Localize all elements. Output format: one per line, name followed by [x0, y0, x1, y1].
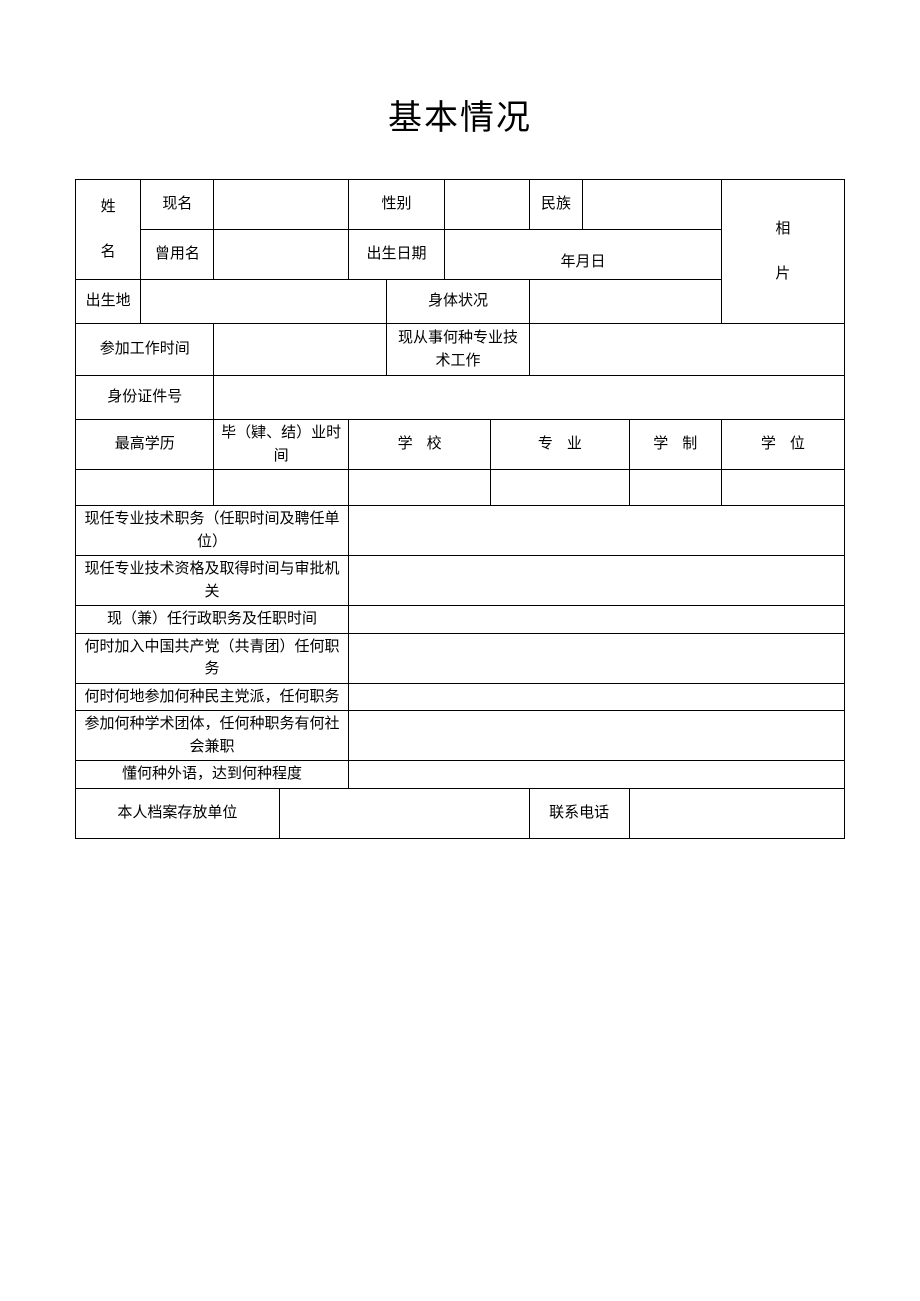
- value-democratic-party[interactable]: [348, 683, 844, 711]
- label-id-number: 身份证件号: [76, 376, 214, 420]
- value-current-position[interactable]: [348, 506, 844, 556]
- label-name: 姓名: [76, 180, 141, 280]
- photo-cell: 相片: [721, 180, 844, 324]
- label-health: 身体状况: [387, 280, 529, 324]
- value-contact-phone[interactable]: [629, 788, 844, 838]
- label-foreign-lang: 懂何种外语，达到何种程度: [76, 761, 349, 789]
- value-admin-position[interactable]: [348, 606, 844, 634]
- value-birth-place[interactable]: [141, 280, 387, 324]
- basic-info-table: 姓名 现名 性别 民族 相片 曾用名 出生日期 年月日 出生地 身体状况: [75, 179, 845, 839]
- label-major: 专业: [491, 420, 629, 470]
- value-grad-time[interactable]: [214, 470, 349, 506]
- value-work-start[interactable]: [214, 324, 387, 376]
- value-former-name[interactable]: [214, 230, 349, 280]
- value-current-qual[interactable]: [348, 556, 844, 606]
- label-current-position: 现任专业技术职务（任职时间及聘任单位）: [76, 506, 349, 556]
- value-system[interactable]: [629, 470, 721, 506]
- value-major[interactable]: [491, 470, 629, 506]
- value-current-work[interactable]: [529, 324, 844, 376]
- page-title: 基本情况: [75, 90, 845, 139]
- value-birth-date[interactable]: 年月日: [445, 230, 722, 280]
- label-birth-date: 出生日期: [348, 230, 444, 280]
- label-party-join: 何时加入中国共产党（共青团）任何职务: [76, 633, 349, 683]
- label-archive-unit: 本人档案存放单位: [76, 788, 280, 838]
- value-ethnicity[interactable]: [583, 180, 721, 230]
- label-highest-edu: 最高学历: [76, 420, 214, 470]
- value-foreign-lang[interactable]: [348, 761, 844, 789]
- label-system: 学制: [629, 420, 721, 470]
- value-id-number[interactable]: [214, 376, 845, 420]
- label-work-start: 参加工作时间: [76, 324, 214, 376]
- value-degree[interactable]: [721, 470, 844, 506]
- value-school[interactable]: [348, 470, 490, 506]
- value-highest-edu[interactable]: [76, 470, 214, 506]
- value-health[interactable]: [529, 280, 721, 324]
- label-admin-position: 现（兼）任行政职务及任职时间: [76, 606, 349, 634]
- label-birth-place: 出生地: [76, 280, 141, 324]
- value-gender[interactable]: [445, 180, 530, 230]
- value-academic-group[interactable]: [348, 711, 844, 761]
- label-school: 学校: [348, 420, 490, 470]
- label-academic-group: 参加何种学术团体，任何种职务有何社会兼职: [76, 711, 349, 761]
- label-ethnicity: 民族: [529, 180, 583, 230]
- label-grad-time: 毕（肄、结）业时间: [214, 420, 349, 470]
- label-current-work: 现从事何种专业技术工作: [387, 324, 529, 376]
- value-archive-unit[interactable]: [279, 788, 529, 838]
- label-former-name: 曾用名: [141, 230, 214, 280]
- label-degree: 学位: [721, 420, 844, 470]
- label-current-name: 现名: [141, 180, 214, 230]
- value-party-join[interactable]: [348, 633, 844, 683]
- label-contact-phone: 联系电话: [529, 788, 629, 838]
- label-democratic-party: 何时何地参加何种民主党派，任何职务: [76, 683, 349, 711]
- label-current-qual: 现任专业技术资格及取得时间与审批机关: [76, 556, 349, 606]
- label-gender: 性别: [348, 180, 444, 230]
- value-current-name[interactable]: [214, 180, 349, 230]
